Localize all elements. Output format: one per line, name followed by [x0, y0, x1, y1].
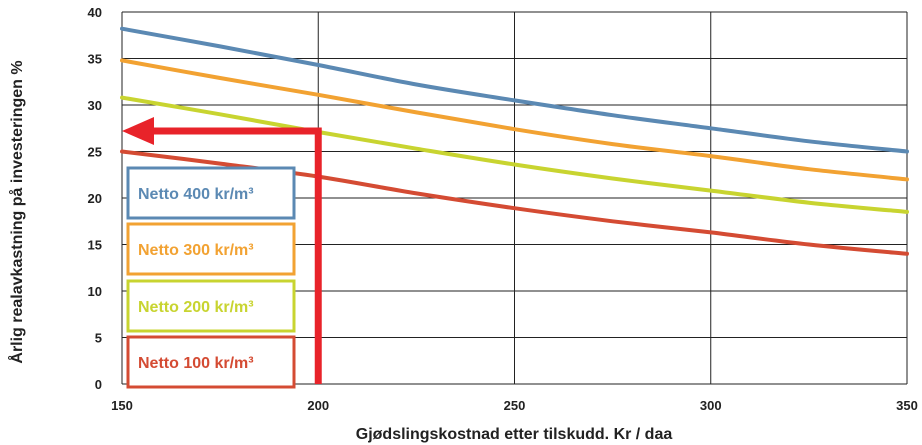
y-tick-labels: 0 5 10 15 20 25 30 35 40: [88, 5, 102, 392]
legend-label: Netto 200 kr/m³: [138, 299, 254, 316]
y-tick-label: 0: [95, 377, 102, 392]
y-tick-label: 40: [88, 5, 102, 20]
x-tick-label: 350: [896, 398, 918, 413]
legend-box-2: [126, 279, 296, 333]
x-tick-label: 150: [111, 398, 133, 413]
legend-box-0: [126, 166, 296, 220]
annotation-layer: [122, 117, 322, 384]
y-tick-label: 30: [88, 98, 102, 113]
arrow-annotation-line: [152, 127, 322, 384]
series-line-0: [120, 26, 909, 154]
y-tick-label: 35: [88, 52, 102, 67]
y-tick-label: 5: [95, 331, 102, 346]
legend-box-3: [126, 335, 296, 389]
y-tick-label: 20: [88, 191, 102, 206]
legend-box-1: [126, 222, 296, 276]
x-tick-label: 300: [700, 398, 722, 413]
legend: Netto 400 kr/m³ Netto 300 kr/m³ Netto 200 …: [126, 166, 296, 389]
x-axis-label: Gjødslingskostnad etter tilskudd. Kr / d…: [356, 426, 673, 443]
series-line-1: [120, 58, 909, 182]
arrow-head-icon: [122, 117, 154, 146]
series-line-2: [120, 95, 909, 214]
legend-label: Netto 400 kr/m³: [138, 186, 254, 203]
legend-label: Netto 300 kr/m³: [138, 242, 254, 259]
y-tick-label: 25: [88, 145, 102, 160]
y-axis-label: Årlig realavkastning på investeringen %: [7, 60, 26, 363]
y-tick-label: 15: [88, 238, 102, 253]
x-tick-labels: 150 200 250 300 350: [111, 398, 918, 413]
legend-label: Netto 100 kr/m³: [138, 355, 254, 372]
y-tick-label: 10: [88, 284, 102, 299]
x-tick-label: 250: [504, 398, 526, 413]
plot-series: [120, 26, 909, 256]
x-tick-label: 200: [307, 398, 329, 413]
